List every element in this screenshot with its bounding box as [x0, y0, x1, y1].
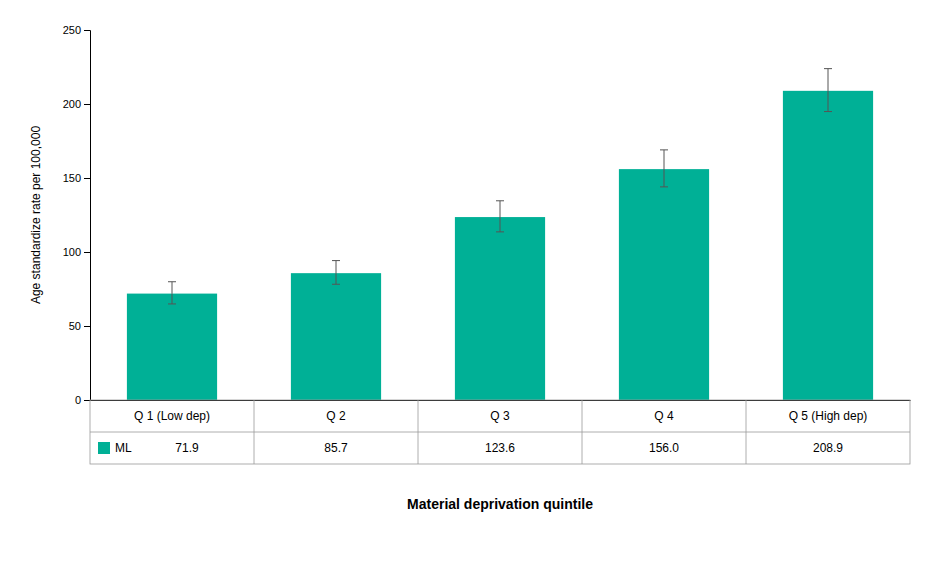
- y-tick: 100: [63, 246, 90, 258]
- y-tick-mark: [84, 400, 90, 401]
- y-tick: 200: [63, 98, 90, 110]
- y-tick-label: 250: [63, 24, 81, 36]
- y-tick-mark: [84, 252, 90, 253]
- y-axis: 0 50 100 150 200 250: [63, 24, 91, 406]
- y-tick-label: 150: [63, 172, 81, 184]
- error-bar-lower: [828, 91, 829, 112]
- y-tick: 150: [63, 172, 90, 184]
- error-cap-lower: [332, 284, 340, 285]
- error-bar-upper: [828, 69, 829, 91]
- y-tick: 50: [69, 320, 90, 332]
- error-cap-upper: [496, 200, 504, 201]
- y-tick-mark: [84, 104, 90, 105]
- category-label: Q 4: [654, 409, 674, 423]
- error-bar-lower: [500, 217, 501, 232]
- error-cap-upper: [824, 68, 832, 69]
- table-column-divider: [582, 400, 583, 464]
- table-row-divider: [90, 432, 910, 433]
- error-bar-upper: [664, 150, 665, 169]
- y-tick: 0: [75, 394, 90, 406]
- y-tick-label: 0: [75, 394, 81, 406]
- category-label: Q 2: [326, 409, 346, 423]
- y-tick-label: 50: [69, 320, 81, 332]
- error-bar-lower: [172, 294, 173, 304]
- data-label: 208.9: [813, 441, 843, 455]
- data-label: 71.9: [175, 441, 199, 455]
- y-tick-mark: [84, 30, 90, 31]
- category-label: Q 1 (Low dep): [134, 409, 210, 423]
- category-label: Q 5 (High dep): [789, 409, 868, 423]
- error-bar-upper: [172, 282, 173, 294]
- y-tick: 250: [63, 24, 90, 36]
- category-label: Q 3: [490, 409, 510, 423]
- data-label: 156.0: [649, 441, 679, 455]
- error-cap-lower: [824, 111, 832, 112]
- error-cap-lower: [660, 186, 668, 187]
- error-cap-lower: [496, 231, 504, 232]
- plot-area: [127, 69, 873, 400]
- legend-swatch: [98, 442, 110, 454]
- y-tick-label: 200: [63, 98, 81, 110]
- bar: [619, 169, 709, 400]
- error-bar-lower: [336, 273, 337, 284]
- error-cap-upper: [332, 260, 340, 261]
- error-cap-upper: [660, 149, 668, 150]
- y-axis-title: Age standardize rate per 100,000: [29, 126, 43, 304]
- chart: 0 50 100 150 200 250 Age standardize rate per …: [0, 0, 930, 587]
- table-column-divider: [418, 400, 419, 464]
- legend-label: ML: [115, 441, 132, 455]
- bar: [291, 273, 381, 400]
- data-table: Q 1 (Low dep) Q 2 Q 3 Q 4 Q 5 (High dep) ML 71…: [90, 400, 910, 464]
- error-bar-upper: [500, 201, 501, 217]
- error-cap-lower: [168, 303, 176, 304]
- error-bar-lower: [664, 169, 665, 187]
- table-column-divider: [254, 400, 255, 464]
- error-bar-upper: [336, 261, 337, 274]
- y-tick-mark: [84, 178, 90, 179]
- data-label: 85.7: [324, 441, 348, 455]
- data-label: 123.6: [485, 441, 515, 455]
- y-tick-mark: [84, 326, 90, 327]
- y-tick-label: 100: [63, 246, 81, 258]
- table-border: [90, 400, 910, 464]
- table-column-divider: [746, 400, 747, 464]
- bar: [127, 294, 217, 400]
- bar: [783, 91, 873, 400]
- x-axis-title: Material deprivation quintile: [407, 496, 593, 512]
- bar: [455, 217, 545, 400]
- y-axis-line: [84, 31, 91, 401]
- error-cap-upper: [168, 281, 176, 282]
